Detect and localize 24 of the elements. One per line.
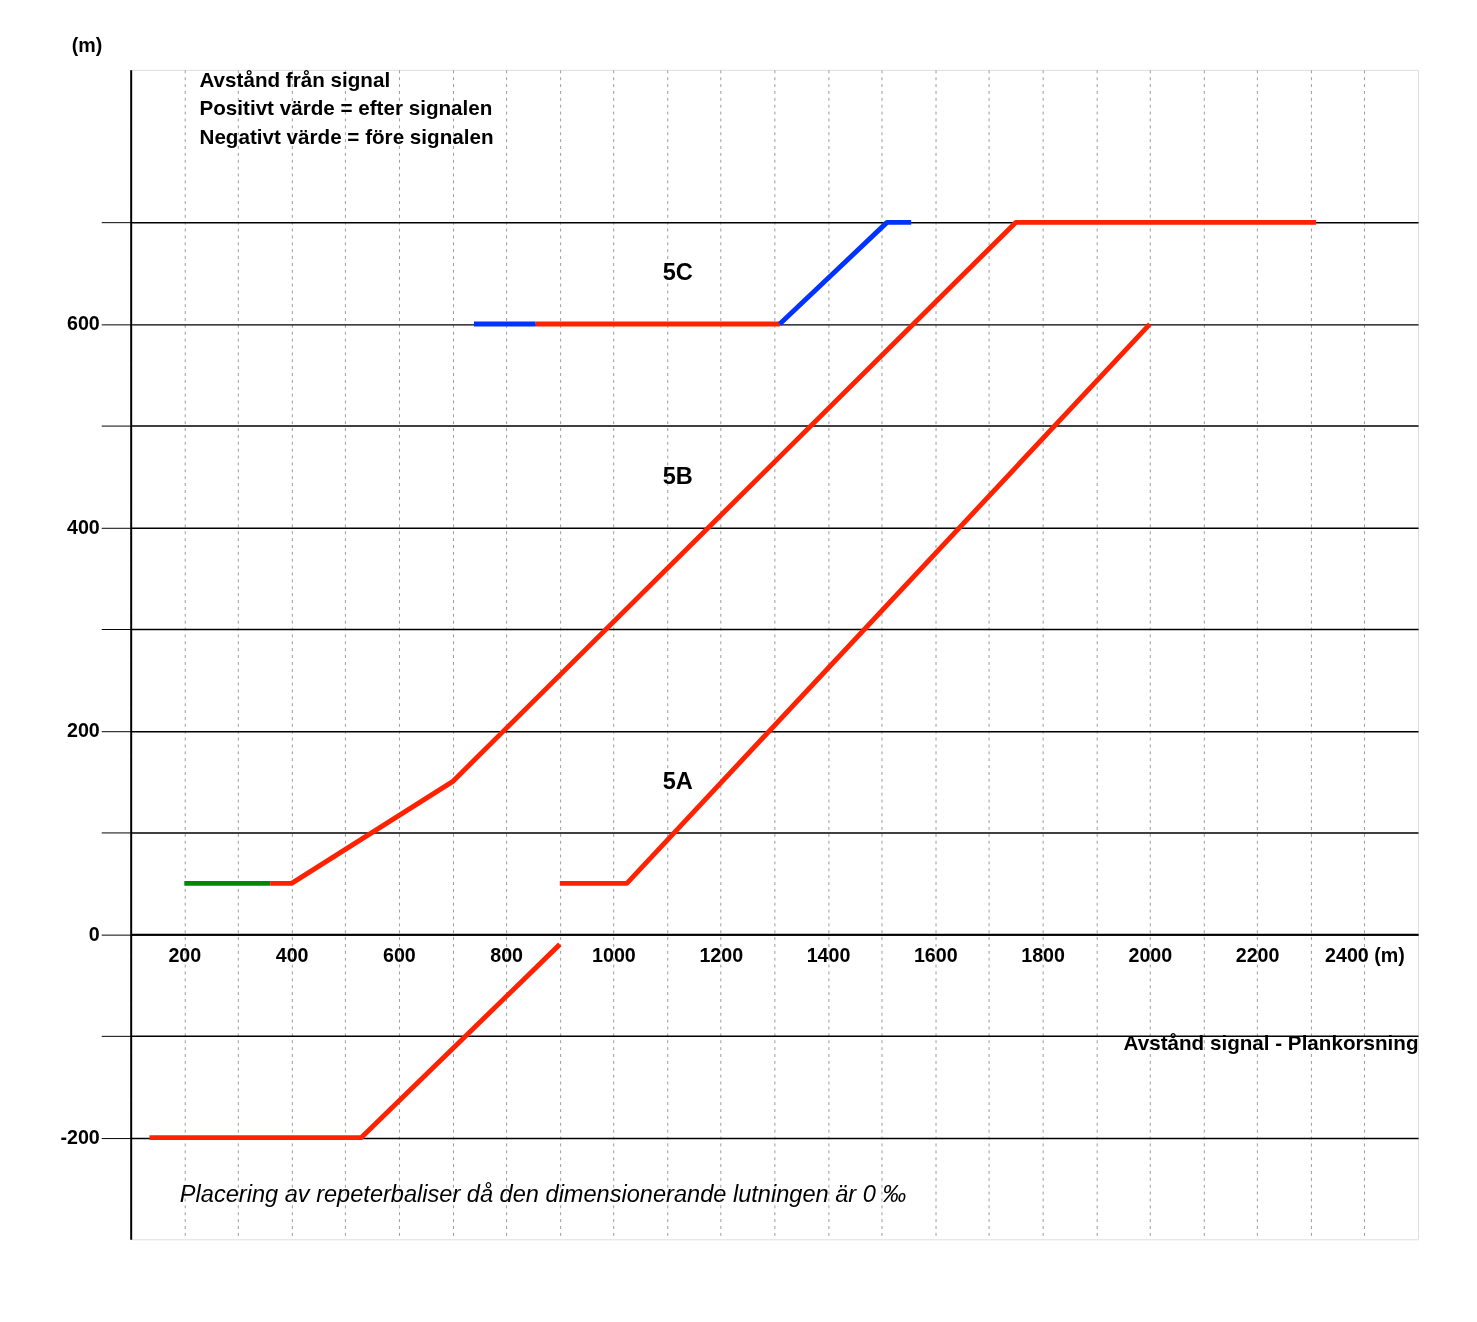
y-tick-label: 400 bbox=[66, 515, 100, 538]
x-tick-label: 1800 bbox=[1021, 944, 1065, 967]
x-tick-label: 2000 bbox=[1128, 944, 1173, 967]
annotation: Avstånd från signal Positivt värde = efter signalen Negativt värde = före signalen bbox=[199, 67, 494, 148]
x-tick-label: 1400 bbox=[806, 944, 851, 967]
x-tick-label: 2400 (m) bbox=[1325, 944, 1405, 967]
x-tick-label: 1600 bbox=[913, 944, 958, 967]
x-tick-label: 600 bbox=[383, 944, 416, 967]
y-axis-title: (m) bbox=[71, 33, 103, 56]
x-tick-label: 400 bbox=[275, 944, 309, 967]
y-tick-label: 200 bbox=[66, 719, 100, 742]
x-tick-label: 1200 bbox=[699, 944, 744, 967]
annotation: 5C bbox=[662, 259, 693, 286]
y-tick-label: -200 bbox=[60, 1125, 100, 1148]
x-tick-label: 800 bbox=[490, 944, 524, 967]
annotation: 5B bbox=[662, 462, 693, 489]
annotation: Placering av repeterbaliser då den dimensionerande lutningen är 0 ‰ bbox=[179, 1180, 906, 1207]
x-tick-label: 2200 bbox=[1235, 944, 1280, 967]
x-tick-label: 1000 bbox=[592, 944, 636, 967]
y-tick-label: 0 bbox=[88, 922, 100, 945]
y-tick-label: 600 bbox=[66, 312, 100, 335]
annotation: 5A bbox=[662, 767, 693, 794]
x-tick-label: 200 bbox=[168, 944, 202, 967]
x-axis-title: Avstånd signal - Plankorsning bbox=[1123, 1030, 1419, 1054]
